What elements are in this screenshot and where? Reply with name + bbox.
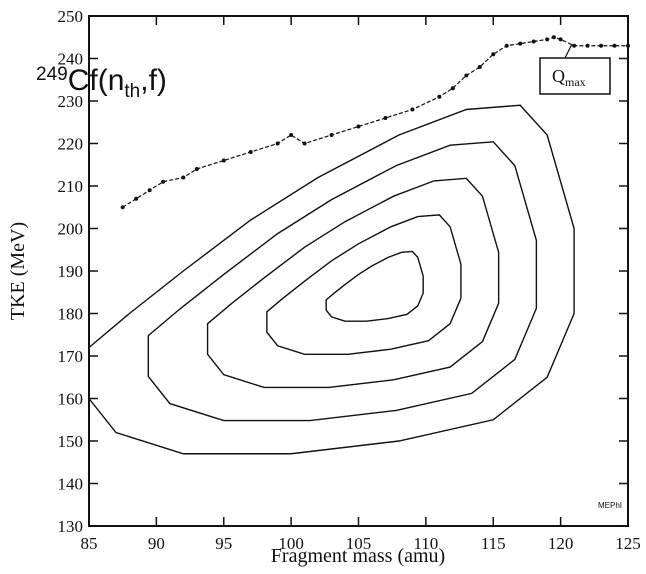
annotation-box xyxy=(539,57,611,95)
qmax-point xyxy=(120,205,125,210)
qmax-point xyxy=(329,133,334,137)
qmax-point xyxy=(504,43,509,48)
y-tick-label: 210 xyxy=(58,177,84,196)
qmax-point xyxy=(612,43,617,48)
y-tick-label: 200 xyxy=(58,220,84,239)
qmax-point xyxy=(289,133,294,137)
x-tick-label: 110 xyxy=(413,534,438,553)
annotation-main: Q xyxy=(552,66,565,86)
contour-line xyxy=(88,104,575,455)
qmax-point xyxy=(248,150,253,154)
x-tick-label: 125 xyxy=(615,534,641,553)
y-tick-label: 220 xyxy=(58,135,84,154)
title-subscript: th xyxy=(124,81,140,102)
y-tick-label: 160 xyxy=(58,390,84,409)
qmax-point xyxy=(437,94,442,99)
qmax-point xyxy=(194,167,199,171)
title-superscript: 249 xyxy=(36,64,68,85)
qmax-point xyxy=(450,86,455,91)
x-tick-label: 85 xyxy=(81,534,98,553)
x-tick-label: 120 xyxy=(548,534,574,553)
qmax-point xyxy=(221,158,226,163)
annotation-subscript: max xyxy=(565,75,586,89)
qmax-point xyxy=(558,37,563,42)
qmax-point xyxy=(626,43,630,48)
title-main: Cf(n xyxy=(68,64,125,97)
contour-line xyxy=(147,141,538,422)
y-tick-label: 250 xyxy=(58,7,84,26)
qmax-point xyxy=(410,107,415,112)
qmax-point xyxy=(161,179,166,184)
x-tick-label: 105 xyxy=(346,534,372,553)
x-tick-label: 95 xyxy=(215,534,232,553)
qmax-point xyxy=(302,141,307,146)
qmax-point xyxy=(134,196,139,201)
title-tail: ,f) xyxy=(140,64,167,97)
qmax-point xyxy=(181,175,186,180)
qmax-point xyxy=(518,41,523,46)
contour-line xyxy=(325,250,424,322)
qmax-point xyxy=(477,65,482,69)
qmax-point xyxy=(585,43,590,48)
qmax-point xyxy=(464,73,469,78)
qmax-point xyxy=(356,124,361,129)
qmax-point xyxy=(531,39,536,44)
chart-title: 249Cf(nth,f) xyxy=(36,64,167,102)
qmax-point xyxy=(147,188,152,193)
y-tick-label: 190 xyxy=(58,262,84,281)
y-tick-label: 150 xyxy=(58,432,84,451)
y-tick-label: 230 xyxy=(58,92,84,111)
qmax-point xyxy=(491,52,496,57)
credit: MEPhI xyxy=(598,501,622,510)
x-axis-title: Fragment mass (amu) xyxy=(271,545,445,567)
qmax-point xyxy=(572,43,577,48)
qmax-point xyxy=(599,43,604,48)
qmax-point xyxy=(551,35,556,40)
y-axis-title: TKE (MeV) xyxy=(7,222,29,320)
annotation-pointer xyxy=(564,43,573,59)
x-tick-label: 115 xyxy=(481,534,506,553)
annotation: Qmax xyxy=(552,66,586,89)
qmax-point xyxy=(545,37,550,42)
x-tick-label: 100 xyxy=(278,534,304,553)
qmax-point xyxy=(275,141,280,146)
x-tick-label: 90 xyxy=(148,534,165,553)
contour-line xyxy=(206,177,500,389)
y-tick-label: 240 xyxy=(58,50,84,69)
contour-line xyxy=(266,214,462,355)
y-tick-label: 140 xyxy=(58,475,84,494)
y-tick-label: 130 xyxy=(58,517,84,536)
y-tick-label: 180 xyxy=(58,305,84,324)
qmax-point xyxy=(383,116,388,120)
y-tick-label: 170 xyxy=(58,347,84,366)
